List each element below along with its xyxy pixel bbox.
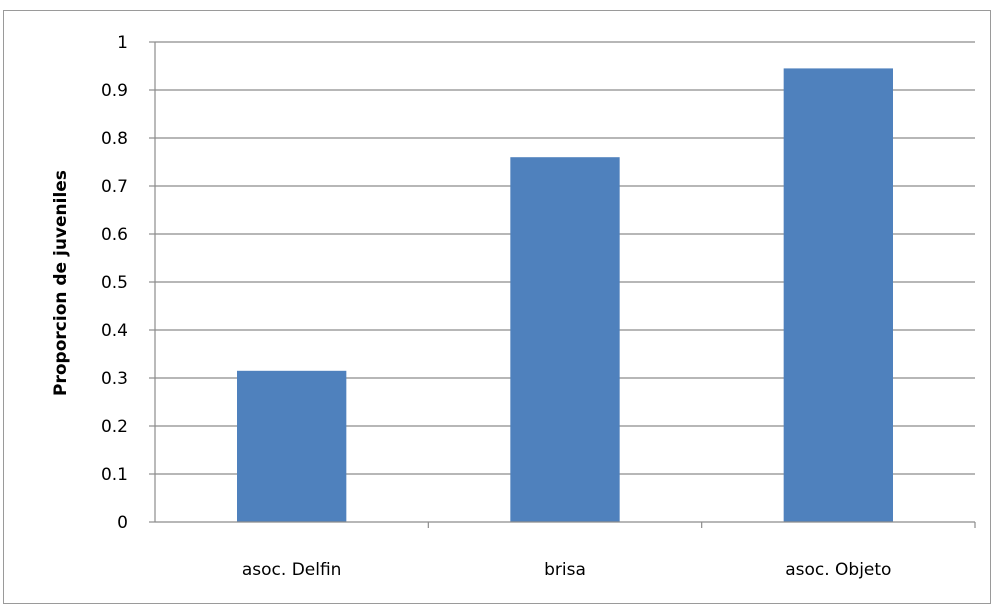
labels: 0 0.1 0.2 0.3 0.4 0.5 0.6 0.7 0.8 0.9 1 asoc. Delfi…	[101, 33, 892, 580]
y-tick-label: 0.8	[101, 129, 128, 149]
y-tick-label: 0.3	[101, 369, 128, 389]
y-tick-label: 0.9	[101, 81, 128, 101]
bar	[510, 157, 620, 522]
axes	[149, 41, 976, 528]
y-tick-label: 0.1	[101, 465, 128, 485]
y-axis-title: Proporcion de juveniles	[51, 170, 71, 396]
bars	[237, 68, 893, 523]
y-tick-label: 1	[117, 33, 128, 53]
y-tick-label: 0.6	[101, 225, 128, 245]
x-category-label: brisa	[544, 560, 586, 580]
x-category-label: asoc. Objeto	[785, 560, 891, 580]
y-tick-label: 0	[117, 513, 128, 533]
y-tick-label: 0.5	[101, 273, 128, 293]
y-tick-label: 0.4	[101, 321, 128, 341]
bar	[237, 370, 347, 522]
y-tick-label: 0.2	[101, 417, 128, 437]
x-category-label: asoc. Delfin	[242, 560, 342, 580]
bar	[783, 68, 893, 523]
y-tick-label: 0.7	[101, 177, 128, 197]
